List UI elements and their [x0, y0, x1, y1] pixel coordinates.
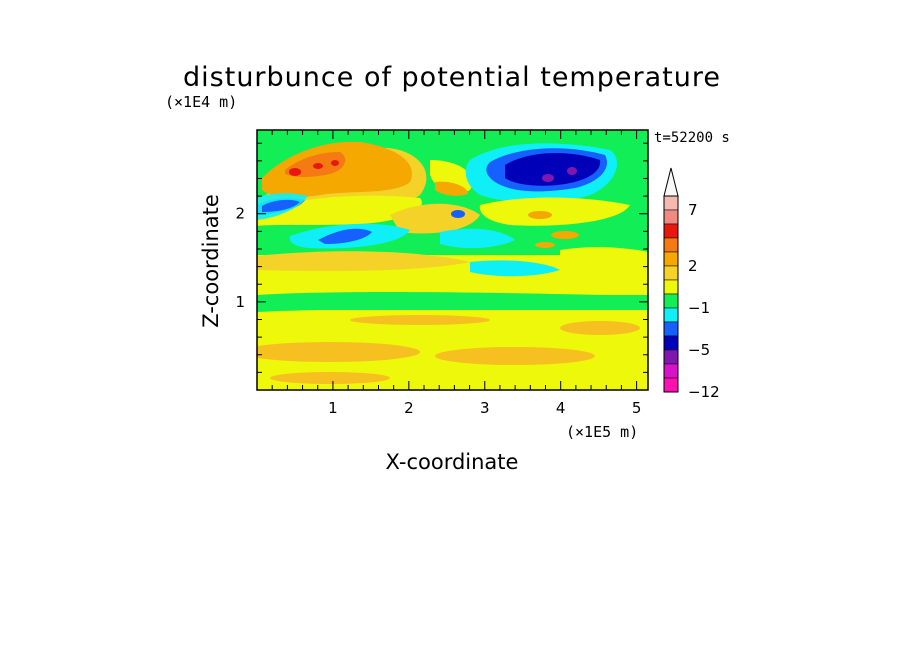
colorbar-cell [663, 349, 679, 365]
field-yellow-streak [479, 197, 630, 226]
field-yellow-streak [560, 247, 648, 266]
x-tick-label: 5 [632, 399, 642, 417]
field-red-spot [289, 168, 301, 176]
field-orange-patch [435, 347, 595, 365]
chart-title: disturbunce of potential temperature [183, 62, 721, 93]
colorbar-cell [663, 363, 679, 379]
colorbar-cell [663, 293, 679, 309]
field-orange-patch [535, 242, 555, 248]
field-orange-patch [270, 372, 390, 384]
colorbar-cell [663, 209, 679, 225]
colorbar-cell [663, 279, 679, 295]
field-cyan-streak [440, 228, 515, 249]
colorbar-cell [663, 321, 679, 337]
colorbar-cell [663, 251, 679, 267]
colorbar-label: 7 [688, 201, 698, 219]
y-tick-label: 2 [235, 205, 245, 223]
colorbar-label: −12 [688, 383, 720, 401]
y-tick-label: 1 [235, 293, 245, 311]
field-orange-patch [257, 342, 420, 362]
x-axis-label: X-coordinate [386, 450, 519, 474]
field-orange-streak [435, 181, 468, 196]
colorbar-label: 2 [688, 257, 698, 275]
x-tick-label: 3 [480, 399, 490, 417]
field-red-spot [313, 163, 323, 169]
colorbar [663, 167, 679, 393]
x-tick-labels: 1 2 3 4 5 [328, 399, 641, 417]
field-blue-streak [318, 228, 372, 244]
field-blue-spot [451, 210, 465, 218]
y-multiplier: (×1E4 m) [165, 93, 237, 111]
field-cyan-streak [470, 260, 560, 277]
colorbar-frame [663, 195, 679, 393]
heatmap-field [257, 130, 648, 390]
field-orange-patch [551, 231, 579, 239]
colorbar-cell [663, 265, 679, 281]
colorbar-cell [663, 377, 679, 393]
colorbar-cell [663, 307, 679, 323]
x-tick-label: 4 [556, 399, 566, 417]
field-purple-spot [567, 167, 577, 175]
time-label: t=52200 s [654, 130, 730, 146]
tick-marks [257, 130, 648, 390]
colorbar-cell [663, 237, 679, 253]
x-tick-label: 2 [404, 399, 414, 417]
plot-frame [256, 129, 649, 391]
colorbar-label: −5 [688, 341, 710, 359]
x-multiplier: (×1E5 m) [566, 423, 638, 441]
colorbar-cell [663, 195, 679, 211]
field-cold-core [505, 153, 601, 186]
field-orange-patch [528, 211, 552, 219]
colorbar-arrow [663, 167, 679, 197]
field-yellow-streak [257, 251, 470, 272]
colorbar-label: −1 [688, 299, 710, 317]
field-red-spot [331, 160, 339, 166]
field-blue-streak [262, 199, 300, 212]
field-orange-patch [560, 321, 640, 335]
field-green-gap [257, 292, 648, 312]
colorbar-cell [663, 335, 679, 351]
x-tick-label: 1 [328, 399, 338, 417]
colorbar-cell [663, 223, 679, 239]
y-tick-labels: 12 [235, 205, 245, 311]
y-axis-label: Z-coordinate [199, 194, 223, 328]
field-orange-patch [350, 315, 490, 325]
field-purple-spot [542, 174, 554, 182]
colorbar-labels: 7 2 −1 −5 −12 [688, 201, 720, 401]
